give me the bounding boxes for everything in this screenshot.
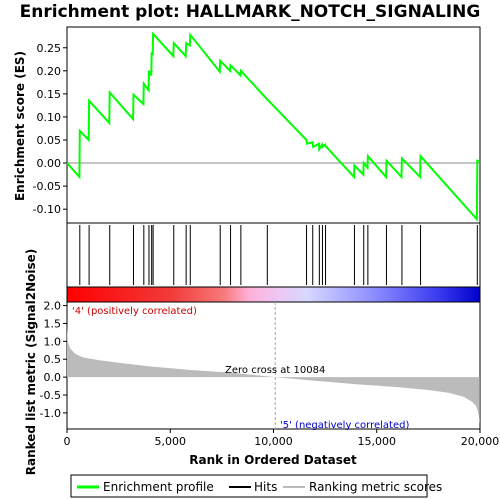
es-profile-line — [66, 31, 481, 222]
x-tick-label: 0 — [64, 435, 71, 448]
negative-correlation-label: '5' (negatively correlated) — [280, 420, 409, 431]
hits-frame — [66, 222, 481, 288]
x-axis-label: Rank in Ordered Dataset — [189, 453, 357, 467]
es-y-ticks: 0.25 0.20 0.15 0.10 0.05 0.00 -0.05 -0.10 — [33, 42, 67, 216]
es-y-tick-label: 0.05 — [37, 134, 62, 147]
metric-y-tick-label: 0.0 — [44, 371, 62, 384]
x-tick-label: 10,000 — [254, 435, 293, 448]
rank-color-bar — [66, 286, 481, 303]
es-y-tick-label: -0.05 — [33, 180, 61, 193]
es-y-tick-label: -0.10 — [33, 203, 61, 216]
legend-metric-label: Ranking metric scores — [309, 480, 442, 494]
metric-y-tick-label: -1.0 — [40, 407, 61, 420]
metric-y-tick-label: 0.5 — [44, 353, 62, 366]
es-y-tick-label: 0.15 — [37, 88, 62, 101]
hits-panel — [66, 222, 481, 288]
es-y-tick-label: 0.10 — [37, 111, 62, 124]
legend-hits-label: Hits — [254, 480, 277, 494]
x-tick-label: 5,000 — [155, 435, 187, 448]
metric-panel: 2.0 1.5 1.0 0.5 0.0 -0.5 -1.0 0 5,000 10,000 15,0… — [24, 249, 499, 476]
metric-y-tick-label: 1.0 — [44, 335, 62, 348]
metric-y-tick-label: 1.5 — [44, 317, 62, 330]
es-y-label: Enrichment score (ES) — [13, 51, 27, 201]
metric-y-tick-label: 2.0 — [44, 300, 62, 313]
legend-es-label: Enrichment profile — [103, 480, 214, 494]
x-tick-label: 20,000 — [461, 435, 500, 448]
metric-y-tick-label: -0.5 — [40, 389, 61, 402]
es-y-tick-label: 0.20 — [37, 65, 62, 78]
positive-correlation-label: '4' (positively correlated) — [72, 306, 197, 317]
metric-y-label: Ranked list metric (Signal2Noise) — [24, 249, 38, 476]
legend: Enrichment profile Hits Ranking metric s… — [70, 474, 442, 498]
es-plot-frame — [66, 26, 481, 224]
x-tick-label: 15,000 — [358, 435, 397, 448]
metric-x-ticks: 0 5,000 10,000 15,000 20,000 — [64, 429, 500, 448]
zero-cross-label: Zero cross at 10084 — [225, 365, 325, 376]
es-y-tick-label: 0.00 — [37, 157, 62, 170]
es-y-tick-label: 0.25 — [37, 42, 62, 55]
hit-marks — [79, 225, 478, 285]
chart-title: Enrichment plot: HALLMARK_NOTCH_SIGNALIN… — [20, 2, 481, 22]
metric-y-ticks: 2.0 1.5 1.0 0.5 0.0 -0.5 -1.0 — [40, 300, 67, 420]
ranking-metric-area — [67, 325, 480, 424]
es-panel: 0.25 0.20 0.15 0.10 0.05 0.00 -0.05 -0.10 Enric… — [13, 26, 481, 224]
